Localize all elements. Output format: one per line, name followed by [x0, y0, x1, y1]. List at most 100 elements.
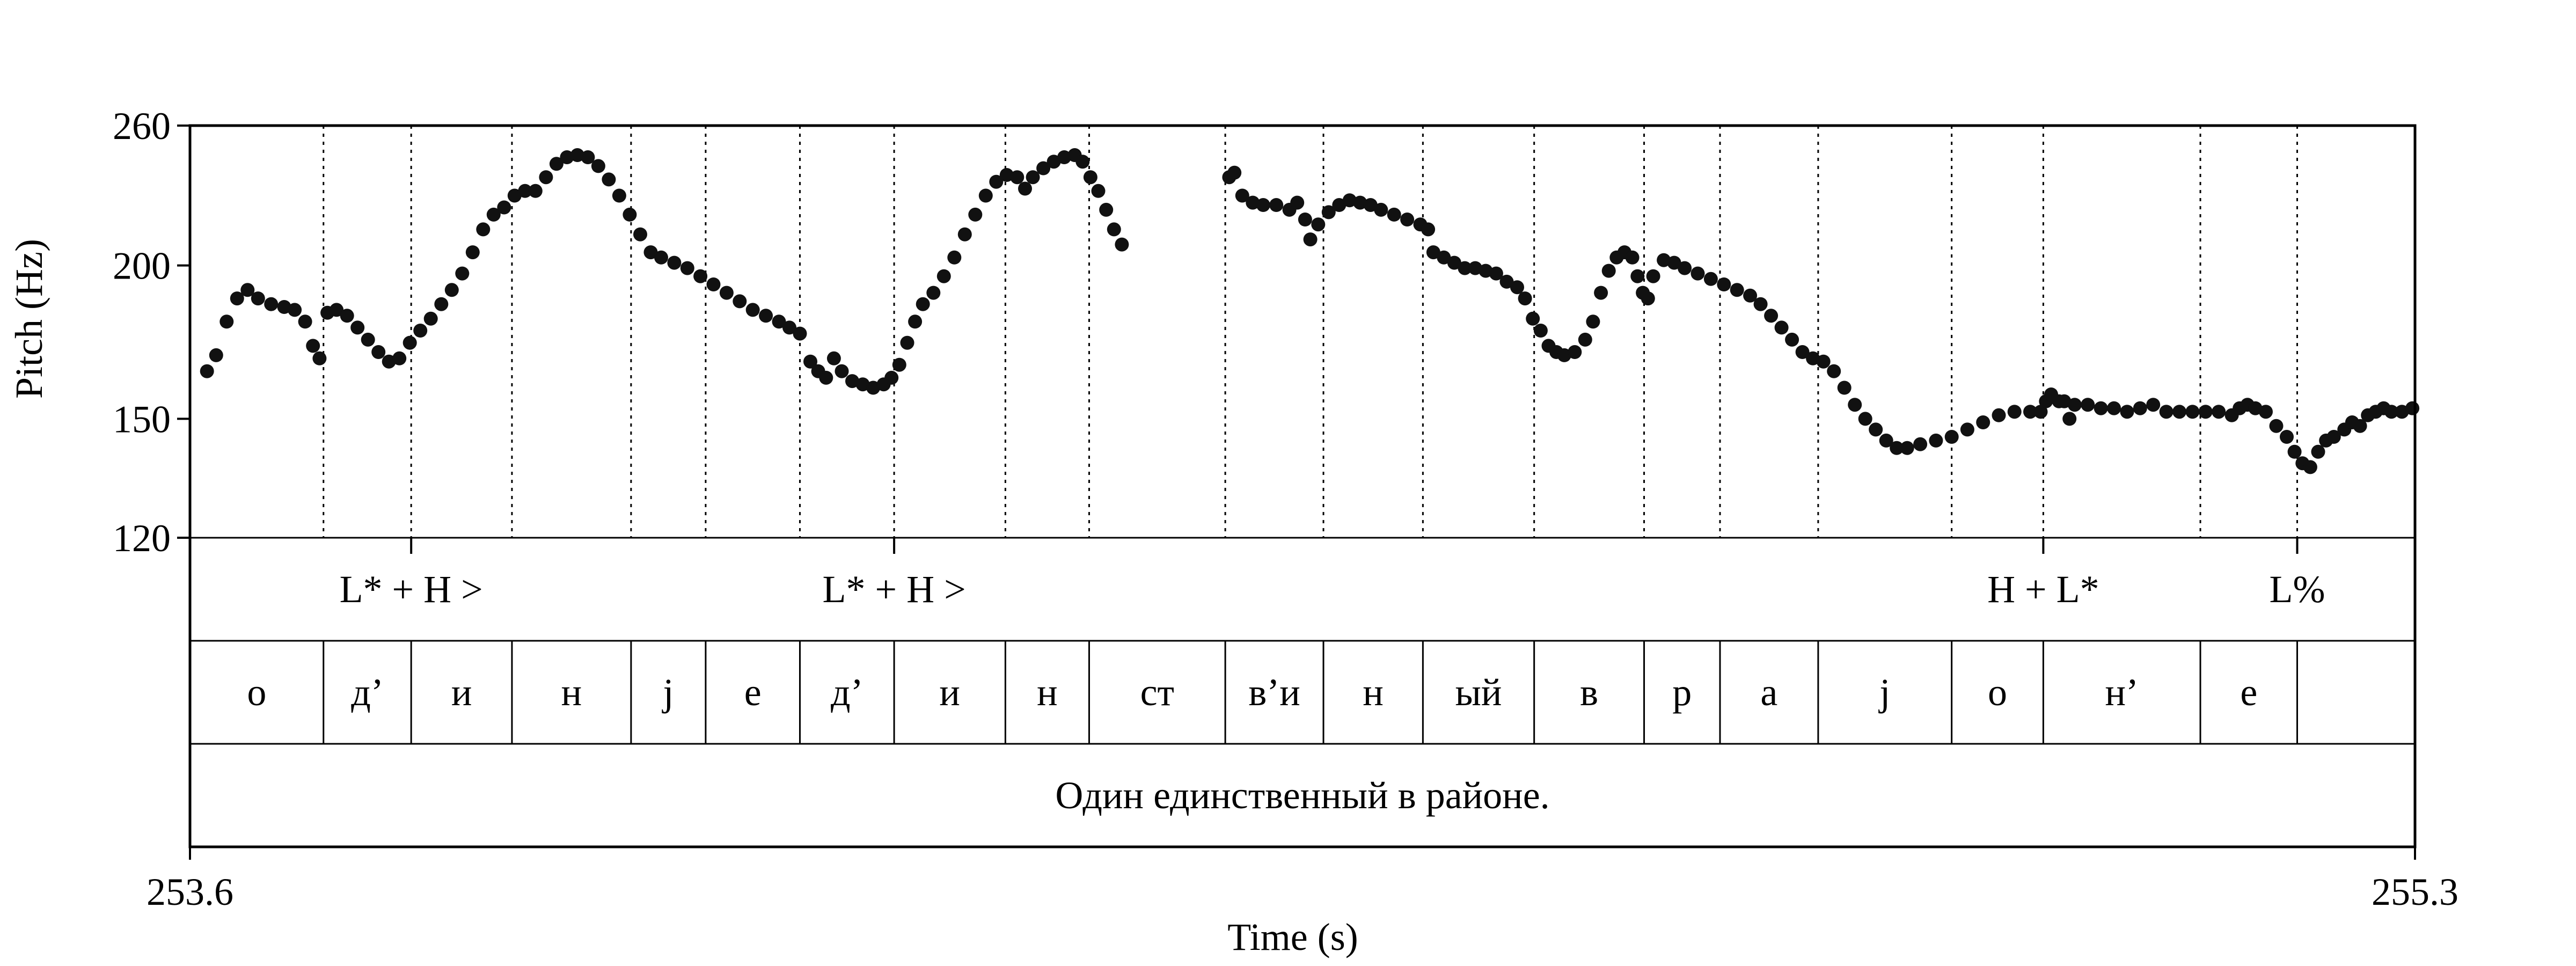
pitch-point [782, 320, 796, 335]
pitch-point [1387, 207, 1401, 222]
pitch-point [2062, 412, 2077, 426]
pitch-point [1468, 261, 1482, 275]
pitch-point [759, 309, 773, 323]
x-axis: 253.6 255.3 [147, 847, 2458, 913]
pitch-point [1578, 332, 1592, 347]
pitch-point [1303, 232, 1318, 247]
tone-tier: L* + H > L* + H > H + L* L% [340, 538, 2325, 611]
segment-label: е [2240, 671, 2257, 714]
pitch-point [392, 351, 407, 365]
pitch-point [486, 207, 501, 222]
pitch-point [1342, 193, 1357, 208]
pitch-point [1010, 170, 1024, 185]
y-tick-label: 260 [113, 105, 171, 148]
segment-label: ст [1140, 671, 1174, 714]
pitch-point [2287, 444, 2302, 459]
pitch-point [1717, 277, 1731, 291]
pitch-point [251, 291, 265, 306]
pitch-point [654, 250, 668, 265]
segment-label: а [1760, 671, 1777, 714]
pitch-point [230, 291, 244, 306]
segment-label: д’ [831, 671, 863, 714]
pitch-point [518, 184, 532, 198]
pitch-point [1816, 354, 1831, 369]
pitch-point [835, 364, 849, 378]
pitch-point [371, 345, 386, 359]
pitch-point [1827, 364, 1841, 378]
pitch-point [947, 250, 962, 265]
pitch-point [1489, 266, 1503, 281]
pitch-point [916, 297, 930, 311]
segment-label: д’ [351, 671, 384, 714]
pitch-point [1426, 245, 1440, 260]
pitch-point [772, 314, 786, 329]
pitch-point [1321, 205, 1336, 219]
pitch-point [1630, 269, 1645, 283]
pitch-point [623, 207, 637, 222]
pitch-point [2133, 401, 2147, 415]
pitch-point [1960, 422, 1974, 437]
segment-label: и [451, 671, 472, 714]
pitch-point [455, 266, 470, 281]
pitch-point [413, 324, 428, 338]
pitch-point [434, 297, 449, 311]
pitch-point [1568, 345, 1582, 359]
tone-label: L% [2270, 568, 2325, 611]
segment-tier: о д’ и н j е д’ и н ст в’и н ый в р а j о н’ е [247, 671, 2257, 714]
pitch-point [1795, 345, 1810, 359]
pitch-point [298, 314, 312, 329]
pitch-point [330, 303, 344, 317]
pitch-point [1227, 165, 1242, 180]
pitch-point [1869, 422, 1883, 437]
pitch-point [240, 283, 255, 297]
pitch-point [1992, 408, 2006, 422]
pitch-point [1298, 213, 1312, 226]
pitch-point [1057, 150, 1072, 164]
pitch-point [2023, 405, 2037, 419]
pitch-point [1026, 170, 1040, 185]
pitch-point [866, 380, 881, 395]
pitch-point [633, 227, 647, 241]
pitch-point [999, 168, 1014, 182]
pitch-point [539, 170, 553, 185]
segment-label: о [1988, 671, 2007, 714]
pitch-point [1774, 320, 1789, 335]
pitch-point [855, 377, 870, 392]
pitch-point [793, 326, 807, 341]
pitch-point [1479, 264, 1493, 278]
pitch-point [612, 188, 626, 203]
pitch-point [1806, 351, 1820, 365]
pitch-point [2185, 405, 2200, 419]
segment-label: в’и [1248, 671, 1300, 714]
pitch-point [2384, 405, 2399, 419]
pitch-point [1437, 250, 1451, 265]
pitch-point [423, 311, 438, 326]
pitch-point [402, 335, 417, 350]
segment-boundaries [323, 126, 2299, 744]
pitch-point [1256, 198, 1270, 212]
pitch-point [1353, 195, 1367, 210]
pitch-point [1764, 309, 1779, 323]
pitch-point [277, 300, 291, 314]
pitch-point [2326, 430, 2341, 444]
pitch-point [1099, 202, 1114, 217]
pitch-point [884, 370, 899, 385]
segment-label: в [1580, 671, 1598, 714]
pitch-point [1753, 297, 1768, 311]
pitch-point [382, 354, 396, 369]
pitch-point [581, 150, 595, 164]
pitch-points [200, 148, 2420, 474]
pitch-point [1018, 181, 1032, 196]
pitch-point [2353, 419, 2367, 433]
pitch-point [560, 150, 574, 164]
pitch-point [1269, 198, 1284, 212]
pitch-point [1557, 348, 1571, 362]
pitch-point [2081, 398, 2095, 412]
pitch-point [2172, 405, 2186, 419]
pitch-point [264, 297, 279, 311]
pitch-point [2107, 401, 2121, 415]
pitch-point [719, 286, 734, 300]
pitch-point [2120, 405, 2134, 419]
pitch-point [1879, 433, 1893, 448]
pitch-point [1976, 415, 1990, 429]
